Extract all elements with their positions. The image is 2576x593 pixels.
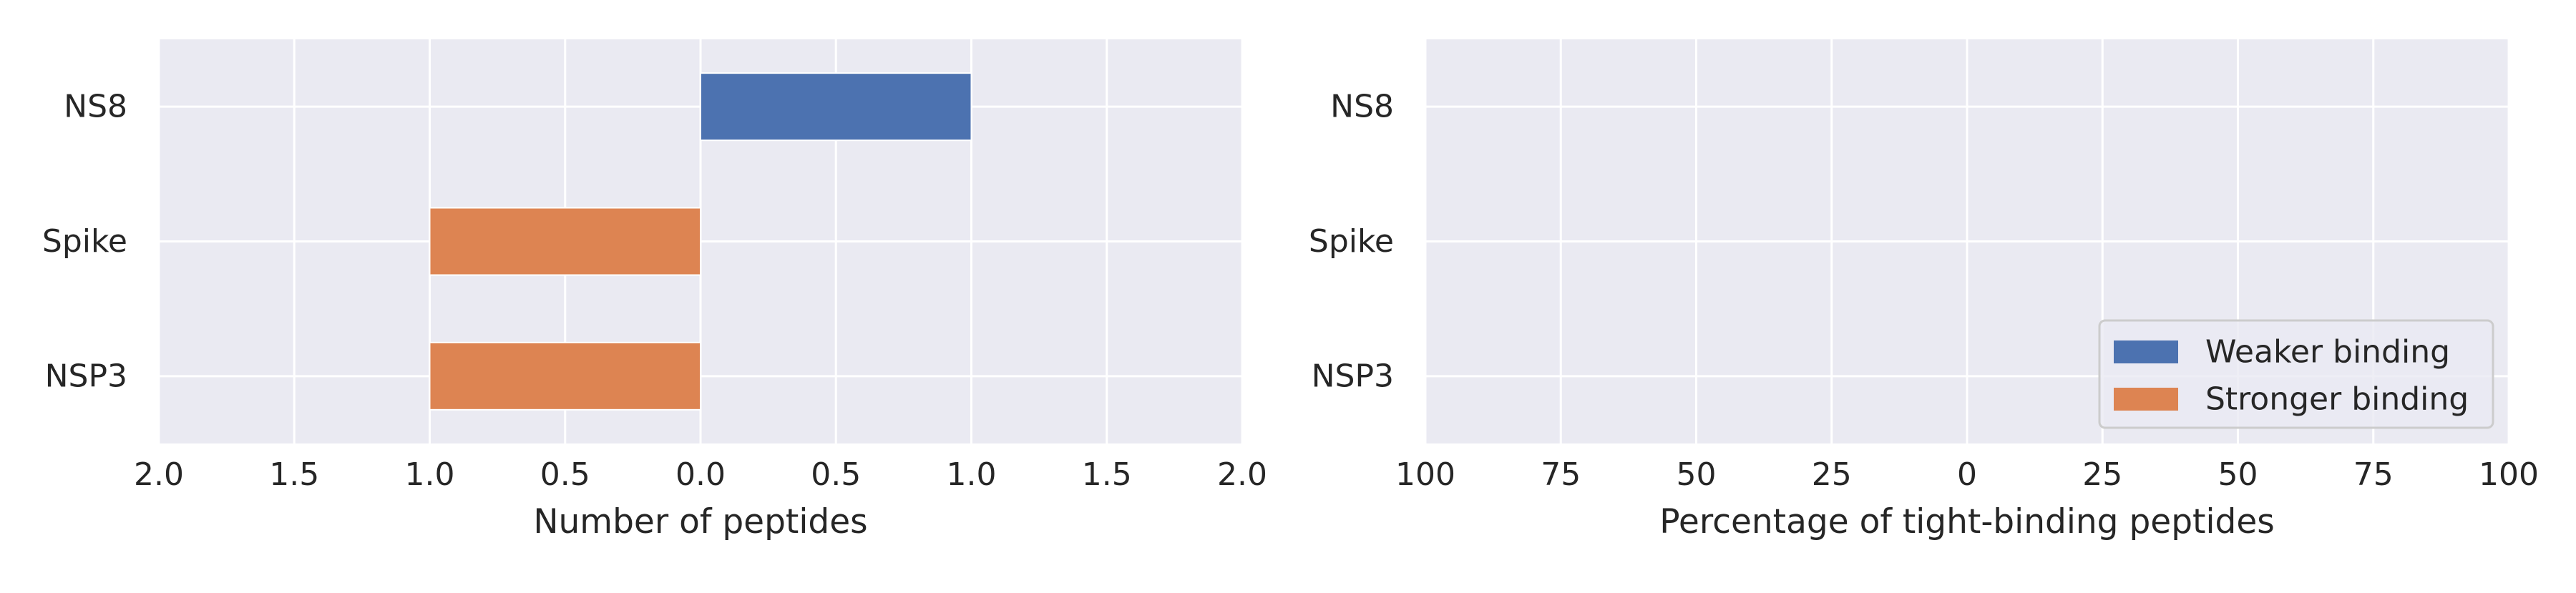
legend: Weaker binding Stronger binding <box>2098 319 2494 429</box>
chart-panel-1: NS8 Spike NSP3 2.0 1.5 1.0 0.5 0.0 0.5 1.0 1.5 2.0 N… <box>42 39 1267 541</box>
y-tick-label: Spike <box>42 223 127 260</box>
x-tick-label: 2.0 <box>1217 456 1267 493</box>
legend-swatch <box>2114 340 2178 363</box>
x-tick-label: 25 <box>1812 456 1852 493</box>
y-tick-label: Spike <box>1309 223 1394 260</box>
x-tick-label: 0.5 <box>540 456 590 493</box>
x-tick-label: 0.0 <box>675 456 726 493</box>
y-tick-label: NSP3 <box>45 358 127 394</box>
bar-stronger-binding <box>429 207 701 276</box>
x-tick-label: 100 <box>2479 456 2539 493</box>
x-tick-label: 1.5 <box>269 456 319 493</box>
bar-weaker-binding <box>700 72 972 142</box>
legend-label: Weaker binding <box>2205 334 2450 371</box>
x-tick-label: 1.0 <box>405 456 455 493</box>
x-tick-label: 0 <box>1957 456 1977 493</box>
x-tick-label: 2.0 <box>134 456 184 493</box>
x-tick-label: 1.0 <box>947 456 997 493</box>
x-tick-label: 50 <box>2218 456 2258 493</box>
x-tick-label: 100 <box>1395 456 1455 493</box>
y-tick-label: NS8 <box>64 89 127 125</box>
x-axis-label: Number of peptides <box>533 502 867 541</box>
chart-panel-2: NS8 Spike NSP3 100 75 50 25 0 25 50 75 100 Percentag… <box>1309 39 2539 541</box>
bar-stronger-binding <box>429 341 701 411</box>
x-axis-label: Percentage of tight-binding peptides <box>1659 502 2275 541</box>
x-tick-label: 75 <box>2353 456 2394 493</box>
x-tick-label: 1.5 <box>1082 456 1132 493</box>
legend-swatch <box>2114 388 2178 411</box>
x-tick-label: 75 <box>1541 456 1581 493</box>
legend-label: Stronger binding <box>2205 381 2469 418</box>
y-tick-label: NSP3 <box>1312 358 1394 394</box>
x-tick-label: 25 <box>2082 456 2122 493</box>
legend-box <box>2098 319 2494 429</box>
y-tick-label: NS8 <box>1330 89 1394 125</box>
x-tick-label: 0.5 <box>811 456 861 493</box>
x-tick-label: 50 <box>1677 456 1717 493</box>
